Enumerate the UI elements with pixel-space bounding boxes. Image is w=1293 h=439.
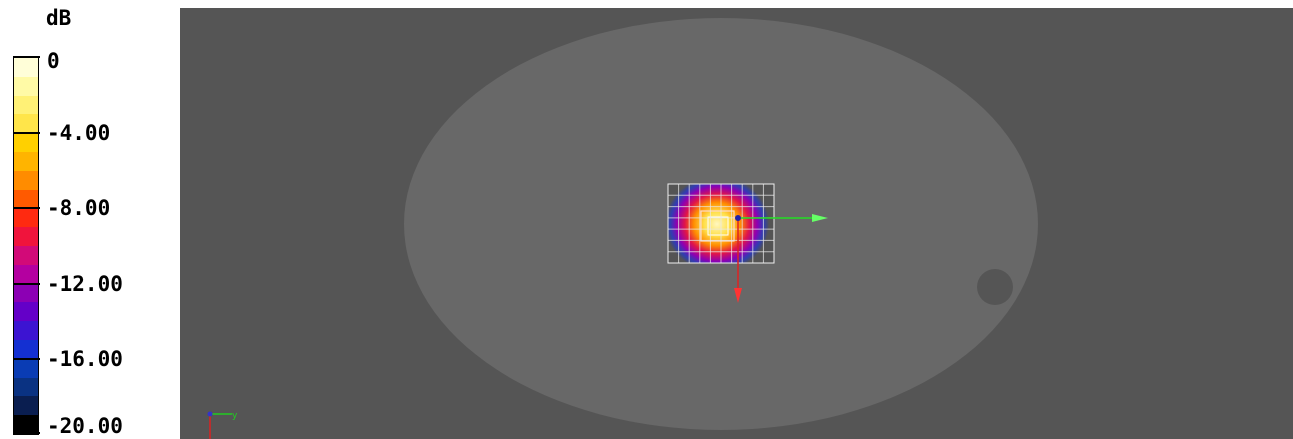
probe-y-arrowhead <box>734 288 742 303</box>
scene-canvas: y <box>180 8 1293 439</box>
colorbar-swatch <box>14 152 38 172</box>
colorbar-swatch <box>14 321 38 341</box>
colorbar-swatch <box>14 415 38 435</box>
legend-unit-label: dB <box>46 6 72 30</box>
colorbar-tick-mark <box>13 207 40 210</box>
colorbar-tick-mark <box>13 131 40 134</box>
colorbar-tick-label: -16.00 <box>47 347 123 372</box>
colorbar-swatch <box>14 58 38 78</box>
colorbar-swatch <box>14 264 38 285</box>
colorbar-tick-label: -12.00 <box>47 271 123 296</box>
colorbar-legend: dB 0 -4.00 -8.00 -12.00 -16.00 -20.00 <box>0 0 180 439</box>
probe-origin <box>735 215 741 221</box>
probe-x-arrowhead <box>812 214 828 222</box>
colorbar-swatch <box>14 133 38 153</box>
colorbar-swatch <box>14 302 38 322</box>
field-distribution <box>668 184 769 263</box>
colorbar-swatch <box>14 283 38 303</box>
colorbar-tick-mark <box>13 358 40 361</box>
phantom-marker-circle <box>977 269 1013 305</box>
colorbar-tick-label: -4.00 <box>47 120 111 145</box>
colorbar-tick-label: -20.00 <box>47 414 123 438</box>
peak-contour-inner <box>707 216 729 236</box>
orientation-triad: y <box>207 411 238 439</box>
scan-grid-border <box>667 183 775 264</box>
scan-grid-lines <box>668 184 774 263</box>
colorbar-tick-mark <box>13 282 40 285</box>
colorbar-tick-mark <box>13 56 40 58</box>
colorbar-swatch <box>14 340 38 360</box>
colorbar-swatch <box>14 170 38 191</box>
colorbar-tick-label: 0 <box>47 49 60 73</box>
svg-text:y: y <box>232 411 238 421</box>
colorbar-swatch <box>14 227 38 247</box>
colorbar-swatch <box>14 246 38 266</box>
colorbar-swatch <box>14 377 38 397</box>
colorbar-swatch <box>14 208 38 228</box>
colorbar-tick-mark <box>13 432 40 434</box>
colorbar-swatch <box>14 76 38 97</box>
3d-viewport[interactable]: y <box>180 8 1293 439</box>
colorbar-swatch <box>14 358 38 379</box>
colorbar-swatch <box>14 396 38 416</box>
colorbar-swatch <box>14 114 38 134</box>
colorbar-tick-label: -8.00 <box>47 196 111 221</box>
peak-contour-outer <box>700 210 735 242</box>
colorbar-swatch <box>14 95 38 115</box>
colorbar <box>13 57 39 435</box>
colorbar-swatch <box>14 189 38 209</box>
